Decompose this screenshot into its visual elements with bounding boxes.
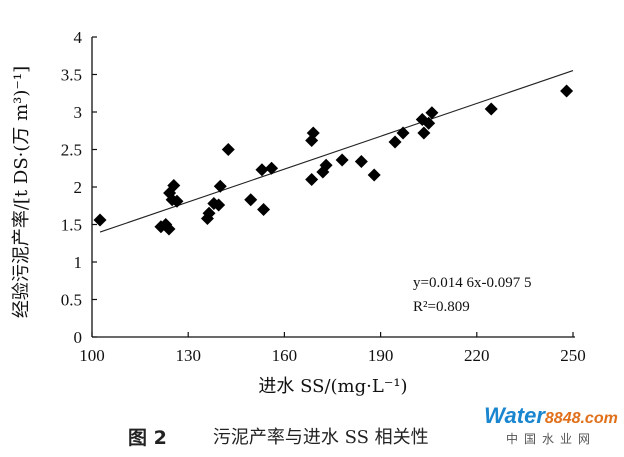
fit-line-layer bbox=[99, 70, 574, 233]
data-point bbox=[162, 222, 176, 236]
x-tick-label: 250 bbox=[560, 346, 586, 365]
data-point bbox=[560, 84, 574, 98]
data-point bbox=[354, 155, 368, 168]
data-point bbox=[170, 194, 184, 208]
data-point bbox=[255, 163, 269, 177]
data-point bbox=[213, 179, 227, 193]
data-point bbox=[367, 168, 381, 182]
y-tick-label: 4 bbox=[74, 28, 83, 47]
y-tick-label: 2.5 bbox=[61, 141, 82, 160]
watermark-logo: Water8848.com 中国水业网 bbox=[482, 404, 620, 447]
data-point bbox=[396, 126, 410, 140]
x-axis-title: 进水 SS/(mg·L⁻¹) bbox=[258, 376, 407, 397]
data-points bbox=[93, 84, 574, 236]
figure-number: 图 2 bbox=[128, 426, 167, 449]
data-point bbox=[425, 106, 439, 120]
data-point bbox=[212, 198, 226, 212]
y-tick-label: 1.5 bbox=[61, 216, 82, 235]
x-tick-label: 100 bbox=[79, 346, 105, 365]
data-point bbox=[484, 102, 498, 116]
caption-text: 污泥产率与进水 SS 相关性 bbox=[212, 427, 429, 448]
data-point bbox=[417, 126, 431, 140]
y-tick-label: 3 bbox=[74, 103, 83, 122]
fit-equation: y=0.014 6x-0.097 5 bbox=[413, 275, 531, 291]
axes bbox=[91, 37, 575, 338]
watermark-number: 8848 bbox=[544, 410, 581, 427]
data-point bbox=[319, 158, 333, 172]
data-point bbox=[335, 153, 349, 167]
data-point bbox=[306, 126, 320, 140]
r-squared: R²=0.809 bbox=[413, 299, 470, 315]
x-tick-label: 160 bbox=[272, 346, 298, 365]
y-tick-label: 0.5 bbox=[61, 291, 82, 310]
data-point bbox=[221, 143, 235, 156]
y-tick-label: 1 bbox=[74, 253, 83, 272]
data-point bbox=[244, 193, 258, 207]
watermark-suffix: .com bbox=[580, 410, 618, 427]
x-tick-label: 190 bbox=[368, 346, 394, 365]
data-point bbox=[422, 116, 436, 130]
y-tick-label: 3.5 bbox=[61, 66, 82, 85]
regression-line bbox=[99, 70, 574, 233]
x-tick-label: 130 bbox=[175, 346, 201, 365]
y-tick-label: 0 bbox=[74, 328, 83, 347]
data-point bbox=[202, 206, 216, 220]
y-axis-title: 经验污泥产率/[t DS·(万 m³)⁻¹] bbox=[11, 66, 32, 318]
data-point bbox=[388, 135, 402, 149]
data-point bbox=[93, 213, 107, 227]
y-tick-label: 2 bbox=[74, 178, 83, 197]
data-point bbox=[305, 173, 319, 186]
ticks: 100 130 160 190 220 250 0 0.5 1 1.5 2 2.5 3 3.5 4 bbox=[61, 28, 586, 365]
fit-annotation: y=0.014 6x-0.097 5 R²=0.809 bbox=[413, 275, 531, 315]
watermark-logo-text: Water8848.com bbox=[482, 404, 620, 431]
watermark-subtitle: 中国水业网 bbox=[505, 432, 596, 446]
data-point bbox=[265, 161, 279, 175]
data-point bbox=[257, 203, 271, 216]
scatter-chart: 100 130 160 190 220 250 0 0.5 1 1.5 2 2.5 3 3.5 4 y=0.… bbox=[11, 28, 586, 397]
x-tick-label: 220 bbox=[464, 346, 490, 365]
data-point bbox=[167, 179, 181, 192]
watermark-brand: Water bbox=[484, 403, 545, 428]
figure-caption: 图 2 污泥产率与进水 SS 相关性 bbox=[128, 422, 429, 450]
